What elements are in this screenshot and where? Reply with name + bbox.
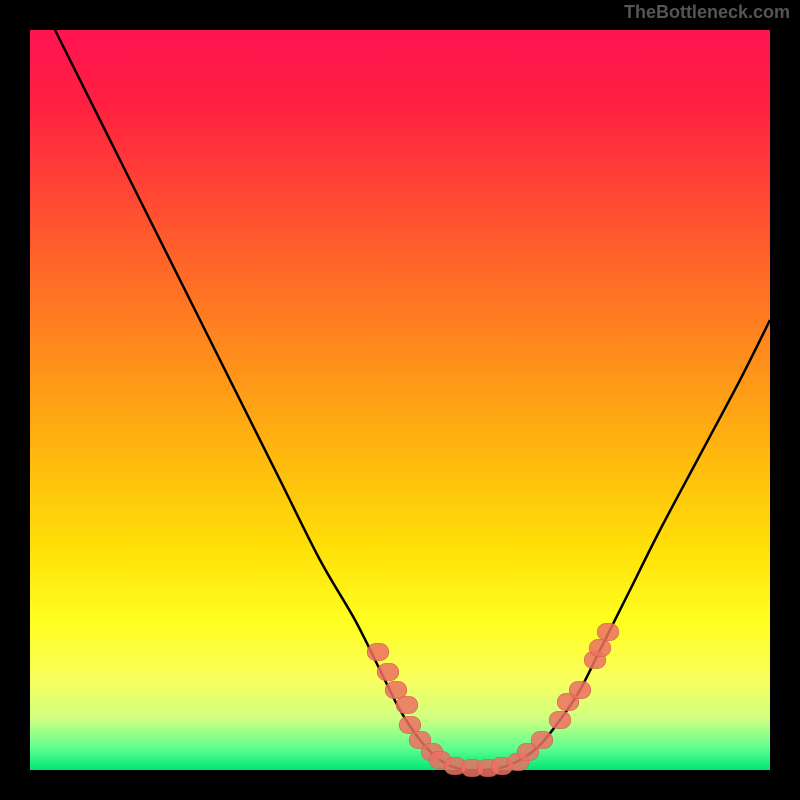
scatter-point xyxy=(589,639,611,656)
scatter-point xyxy=(549,711,571,728)
chart-container: TheBottleneck.com xyxy=(0,0,800,800)
scatter-point xyxy=(367,643,389,660)
scatter-point xyxy=(377,663,399,680)
scatter-point xyxy=(399,716,421,733)
scatter-point xyxy=(569,681,591,698)
attribution-text: TheBottleneck.com xyxy=(624,2,790,23)
bottleneck-curve-chart xyxy=(0,0,800,800)
scatter-point xyxy=(531,731,553,748)
plot-background xyxy=(30,30,770,770)
scatter-point xyxy=(597,623,619,640)
scatter-point xyxy=(385,681,407,698)
scatter-point xyxy=(396,696,418,713)
